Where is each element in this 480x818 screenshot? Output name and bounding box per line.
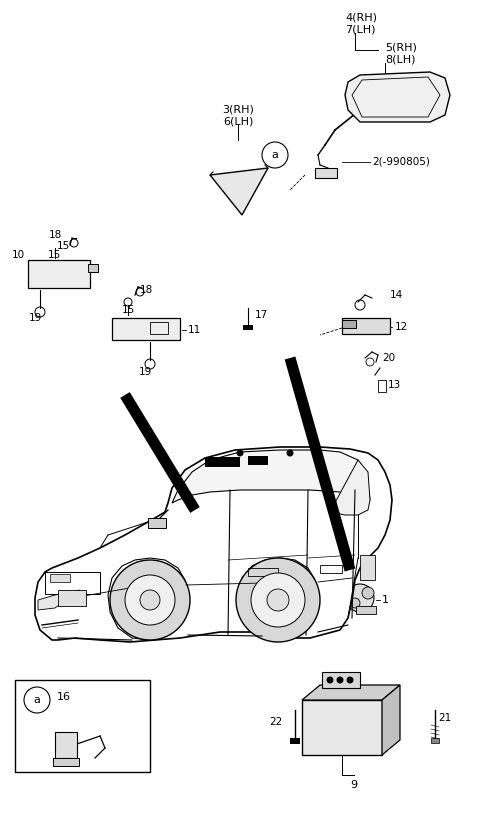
Polygon shape xyxy=(302,685,400,700)
Text: 18: 18 xyxy=(49,230,62,240)
Bar xyxy=(150,322,168,334)
Bar xyxy=(45,572,100,594)
Circle shape xyxy=(347,676,353,684)
Text: 21: 21 xyxy=(438,713,451,723)
Circle shape xyxy=(237,450,243,456)
Text: 19: 19 xyxy=(28,313,42,323)
Circle shape xyxy=(125,575,175,625)
Circle shape xyxy=(362,587,374,599)
Text: 12: 12 xyxy=(395,322,408,332)
Text: 11: 11 xyxy=(188,325,201,335)
Polygon shape xyxy=(210,168,268,215)
Text: 10: 10 xyxy=(12,250,25,260)
Bar xyxy=(50,574,70,582)
Polygon shape xyxy=(382,685,400,755)
Bar xyxy=(88,264,98,272)
Text: 19: 19 xyxy=(138,367,152,377)
Circle shape xyxy=(236,558,320,642)
Polygon shape xyxy=(172,450,370,503)
Text: 5(RH): 5(RH) xyxy=(385,43,417,53)
Text: 2(-990805): 2(-990805) xyxy=(372,157,430,167)
Circle shape xyxy=(287,450,293,456)
Circle shape xyxy=(346,584,374,612)
Text: 8(LH): 8(LH) xyxy=(385,55,416,65)
Text: 15: 15 xyxy=(48,250,61,260)
Text: 15: 15 xyxy=(122,305,135,315)
Bar xyxy=(55,732,77,758)
Circle shape xyxy=(110,560,190,640)
Text: a: a xyxy=(34,695,40,705)
Bar xyxy=(315,168,337,178)
Circle shape xyxy=(336,676,344,684)
Text: 22: 22 xyxy=(269,717,282,727)
Bar xyxy=(58,590,86,606)
Circle shape xyxy=(251,573,305,627)
Polygon shape xyxy=(302,700,382,755)
Circle shape xyxy=(140,590,160,610)
Bar xyxy=(322,672,360,688)
Circle shape xyxy=(326,676,334,684)
Bar xyxy=(248,456,268,465)
Bar xyxy=(148,518,166,528)
Text: 14: 14 xyxy=(390,290,403,300)
Text: 1: 1 xyxy=(382,595,389,605)
Polygon shape xyxy=(108,558,188,640)
Circle shape xyxy=(387,92,393,98)
Bar xyxy=(205,457,240,467)
Text: 13: 13 xyxy=(388,380,401,390)
Bar xyxy=(53,758,79,766)
Bar xyxy=(243,325,253,330)
Circle shape xyxy=(350,598,360,608)
Circle shape xyxy=(267,589,289,611)
Bar xyxy=(360,555,375,580)
Text: 17: 17 xyxy=(255,310,268,320)
Text: 7(LH): 7(LH) xyxy=(345,25,375,35)
Polygon shape xyxy=(330,460,370,515)
Polygon shape xyxy=(345,72,450,122)
Bar xyxy=(431,738,439,743)
Text: 15: 15 xyxy=(57,241,70,251)
Text: 16: 16 xyxy=(57,692,71,702)
Circle shape xyxy=(262,142,288,168)
Bar xyxy=(112,318,180,340)
Text: 3(RH): 3(RH) xyxy=(222,105,254,115)
Polygon shape xyxy=(38,590,80,610)
Bar xyxy=(356,606,376,614)
Polygon shape xyxy=(238,558,318,640)
Bar xyxy=(28,260,90,288)
Polygon shape xyxy=(35,447,392,642)
Circle shape xyxy=(24,687,50,713)
Bar xyxy=(320,565,342,573)
Bar xyxy=(290,738,300,744)
Text: 20: 20 xyxy=(382,353,395,363)
Bar xyxy=(342,320,356,328)
Text: 9: 9 xyxy=(350,780,358,790)
Text: 18: 18 xyxy=(140,285,153,295)
Bar xyxy=(248,568,278,576)
Bar xyxy=(378,380,386,392)
Text: 6(LH): 6(LH) xyxy=(223,117,253,127)
Bar xyxy=(15,680,150,772)
Bar xyxy=(342,318,390,334)
Text: a: a xyxy=(272,150,278,160)
Text: 4(RH): 4(RH) xyxy=(345,13,377,23)
